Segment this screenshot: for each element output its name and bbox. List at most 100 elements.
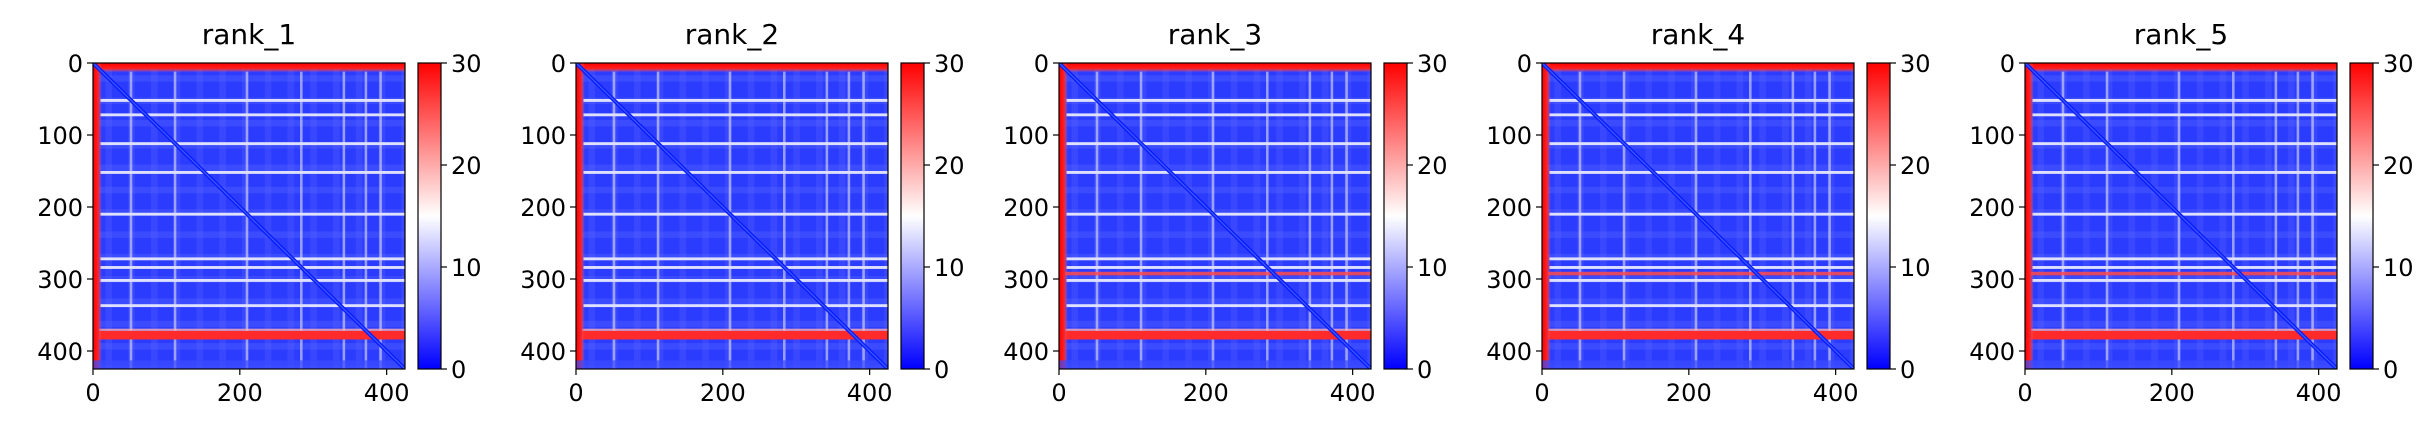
- heatmap-texture-row: [1542, 119, 1854, 127]
- heatmap-texture-col: [333, 63, 340, 369]
- heatmap-stripe-col: [1308, 71, 1312, 369]
- heatmap-texture-col: [2242, 63, 2249, 369]
- heatmap-band-row: [1547, 271, 1854, 276]
- heatmap-diagonal-highlight: [576, 63, 888, 369]
- heatmap-texture-col: [1253, 63, 1261, 369]
- heatmap-texture-col: [1782, 63, 1789, 369]
- heatmap-stripe-col: [825, 71, 829, 369]
- heatmap-texture-col: [679, 63, 687, 369]
- heatmap-texture-col: [747, 63, 755, 369]
- heatmap-texture-row: [576, 75, 888, 82]
- heatmap-stripe-col: [173, 71, 177, 369]
- heatmap-diagonal-highlight: [1059, 63, 1371, 369]
- heatmap-texture-row: [576, 343, 888, 350]
- heatmap-stripe-row: [2032, 212, 2337, 216]
- heatmap-edge-top: [93, 63, 405, 73]
- heatmap-stripe-row: [1066, 142, 1371, 146]
- heatmap-stripe-col: [2311, 71, 2314, 369]
- heatmap-texture-row: [1059, 186, 1371, 194]
- heatmap-texture-row: [1059, 343, 1371, 350]
- axes-frame: [575, 62, 889, 370]
- colorbar-tick-label: 30: [1417, 50, 1448, 78]
- y-tick-label: 100: [37, 122, 83, 150]
- x-tick-label: 200: [1666, 379, 1712, 407]
- y-tick-label: 300: [520, 266, 566, 294]
- heatmap-texture-row: [1542, 253, 1854, 261]
- heatmap-texture-col: [2037, 63, 2045, 369]
- heatmap-texture-row: [93, 119, 405, 127]
- y-tick-label: 300: [1969, 266, 2015, 294]
- heatmap-texture-col: [2151, 63, 2158, 369]
- heatmap-stripe-col: [1622, 71, 1626, 369]
- y-tick-label: 0: [2000, 50, 2015, 78]
- heatmap-texture-col: [1230, 63, 1238, 369]
- heatmap-texture-col: [2196, 63, 2204, 369]
- heatmap-stripe-col: [783, 71, 786, 369]
- heatmap-stripe-row: [2032, 304, 2337, 308]
- colorbar: [900, 62, 925, 370]
- heatmap-texture-col: [1185, 63, 1192, 369]
- panel-title: rank_3: [1168, 18, 1262, 51]
- heatmap-edge-bottom: [576, 360, 888, 369]
- heatmap-edge-left: [93, 63, 102, 369]
- colorbar-tick-label: 0: [1417, 356, 1432, 384]
- heatmap-edge-bottom: [1542, 360, 1854, 369]
- y-tick-label: 0: [68, 50, 83, 78]
- panel-title: rank_4: [1651, 18, 1745, 51]
- x-tick-label: 200: [700, 379, 746, 407]
- heatmap-stripe-col: [1266, 71, 1269, 369]
- heatmap-stripe-col: [2296, 71, 2300, 369]
- heatmap-texture-col: [702, 63, 709, 369]
- colorbar-tick-label: 20: [934, 152, 965, 180]
- heatmap-texture-col: [1691, 63, 1698, 369]
- heatmap-texture-col: [105, 63, 113, 369]
- heatmap-texture-row: [2025, 75, 2337, 82]
- colorbar-tick-label: 20: [2383, 152, 2414, 180]
- heatmap-stripe-row: [1066, 266, 1371, 269]
- heatmap-plot: [1542, 63, 1854, 369]
- y-tick-label: 100: [1003, 122, 1049, 150]
- heatmap-edge-left: [2025, 63, 2034, 369]
- heatmap-texture-row: [93, 186, 405, 194]
- heatmap-stripe-row: [100, 171, 405, 174]
- heatmap-stripe-row: [583, 113, 888, 117]
- x-tick-label: 0: [2017, 379, 2032, 407]
- y-tick-label: 400: [37, 338, 83, 366]
- y-tick-label: 0: [1034, 50, 1049, 78]
- heatmap-texture-col: [1116, 63, 1124, 369]
- heatmap-edge-bottom: [93, 360, 405, 369]
- x-tick-label: 200: [217, 379, 263, 407]
- heatmap-stripe-row: [1066, 279, 1371, 282]
- y-tick-label: 0: [1517, 50, 1532, 78]
- heatmap-texture-col: [588, 63, 596, 369]
- heatmap-texture-row: [1542, 231, 1854, 238]
- heatmap-texture-col: [1321, 63, 1329, 369]
- heatmap-texture-col: [242, 63, 249, 369]
- heatmap-stripe-col: [2177, 71, 2181, 369]
- heatmap-stripe-row: [2032, 142, 2337, 146]
- colorbar-tick-label: 30: [451, 50, 482, 78]
- heatmap-texture-row: [2025, 298, 2337, 305]
- panel-title: rank_5: [2134, 18, 2228, 51]
- heatmap-texture-col: [2265, 63, 2272, 369]
- heatmap-texture-col: [2128, 63, 2136, 369]
- x-tick-label: 400: [2296, 379, 2342, 407]
- heatmap-texture-row: [93, 343, 405, 350]
- heatmap-band-edge: [1064, 328, 1371, 331]
- heatmap-texture-col: [1645, 63, 1653, 369]
- colorbar-tick-label: 0: [1900, 356, 1915, 384]
- colorbar-tick-label: 30: [2383, 50, 2414, 78]
- colorbar: [1866, 62, 1891, 370]
- heatmap-edge-top: [1542, 63, 1854, 73]
- heatmap-texture-col: [1276, 63, 1283, 369]
- heatmap-texture-row: [1542, 209, 1854, 216]
- colorbar-tick-label: 20: [1900, 152, 1931, 180]
- y-tick-label: 400: [1003, 338, 1049, 366]
- heatmap-stripe-col: [2105, 71, 2109, 369]
- heatmap-stripe-row: [583, 304, 888, 308]
- heatmap-edge-left: [1542, 63, 1551, 369]
- heatmap-stripe-col: [2274, 71, 2278, 369]
- heatmap-plot: [1059, 63, 1371, 369]
- y-tick-label: 200: [520, 194, 566, 222]
